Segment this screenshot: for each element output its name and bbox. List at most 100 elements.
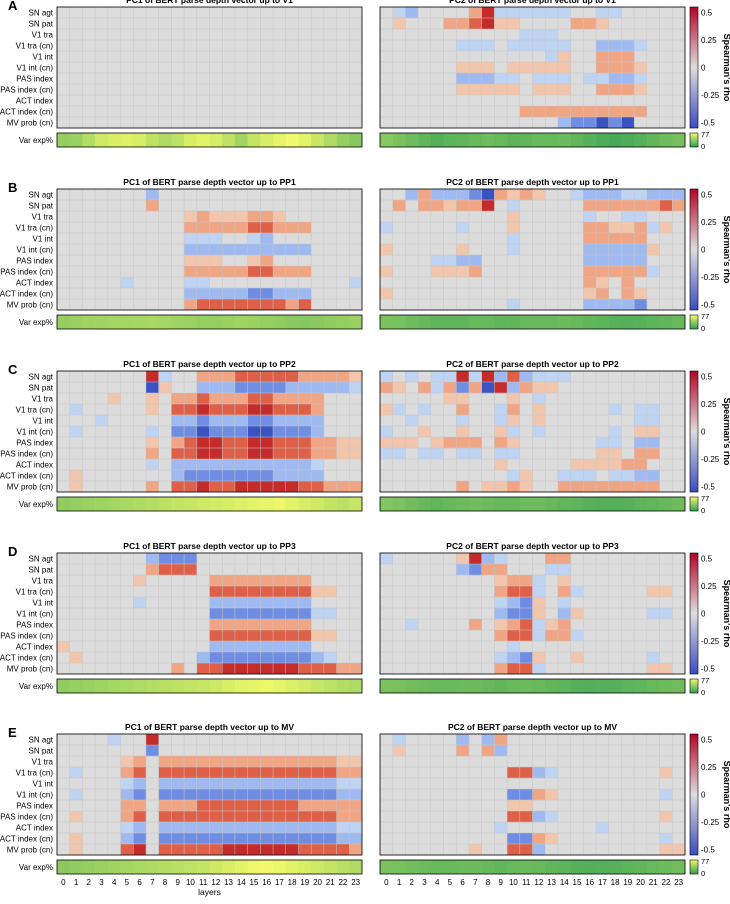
pc2-heatmap: PC2 of BERT parse depth vector up to PP3 <box>379 541 686 694</box>
heatmap-cell <box>621 40 635 52</box>
heatmap-cell <box>507 211 520 223</box>
var-cell <box>323 679 337 693</box>
heatmap-cell <box>196 404 210 416</box>
var-cell <box>311 860 325 874</box>
heatmap-cell <box>532 586 546 598</box>
heatmap-cell <box>557 630 571 642</box>
x-tick: 8 <box>486 878 491 887</box>
heatmap-cell <box>234 288 248 300</box>
colorbar-tick: -0.5 <box>701 846 715 855</box>
heatmap-cell <box>323 608 337 620</box>
heatmap-cell <box>158 371 172 383</box>
x-tick: 1 <box>74 878 79 887</box>
heatmap-cell <box>494 404 508 416</box>
heatmap-cell <box>209 266 223 278</box>
heatmap-cell <box>260 778 274 790</box>
heatmap-cell <box>349 767 363 779</box>
heatmap-cell <box>634 73 648 85</box>
heatmap-cell <box>443 189 457 201</box>
x-tick: 18 <box>288 878 297 887</box>
var-cell <box>171 315 185 329</box>
heatmap-cell <box>557 106 571 118</box>
heatmap-cell <box>621 255 635 267</box>
heatmap-cell <box>234 652 248 664</box>
heatmap-cell <box>608 117 622 129</box>
heatmap-cell <box>234 833 248 845</box>
heatmap-frame <box>379 552 686 675</box>
var-cell <box>583 679 597 693</box>
heatmap-cell <box>222 811 236 823</box>
heatmap-cell <box>171 459 185 471</box>
label-act-index: ACT index <box>16 97 53 106</box>
heatmap-cell <box>273 619 286 631</box>
heatmap-cell <box>171 564 185 576</box>
heatmap-cell <box>583 255 597 267</box>
heatmap-cell <box>247 382 261 394</box>
heatmap-cell <box>456 393 470 405</box>
heatmap-cell <box>273 630 286 642</box>
heatmap-cell <box>596 448 609 460</box>
heatmap-cell <box>298 222 312 234</box>
heatmap-cell <box>634 404 648 416</box>
label-sn-agt: SN agt <box>29 9 54 18</box>
var-cell <box>380 497 394 511</box>
heatmap-cell <box>380 404 393 416</box>
var-cell <box>596 679 610 693</box>
heatmap-cell <box>158 564 172 576</box>
heatmap-cell <box>196 663 210 675</box>
label-act-index-cn: ACT index (cn) <box>0 108 53 117</box>
heatmap-cell <box>405 619 419 631</box>
heatmap-cell <box>532 393 546 405</box>
heatmap-cell <box>392 382 406 394</box>
var-cell <box>171 679 185 693</box>
var-cell <box>621 315 635 329</box>
var-cell <box>468 497 482 511</box>
var-cell <box>260 315 274 329</box>
heatmap-cell <box>634 415 648 427</box>
panel-letter: D <box>8 544 17 559</box>
heatmap-cell <box>145 448 159 460</box>
x-tick: 5 <box>125 878 130 887</box>
heatmap-cell <box>557 40 571 52</box>
var-cell <box>532 133 546 147</box>
x-tick: 3 <box>422 878 427 887</box>
heatmap-cell <box>273 833 286 845</box>
heatmap-cell <box>494 73 508 85</box>
heatmap-cell <box>285 800 299 812</box>
heatmap-cell <box>209 833 223 845</box>
heatmap-cell <box>456 426 470 438</box>
heatmap-cell <box>507 448 520 460</box>
var-cell <box>133 497 147 511</box>
label-pas-index-cn: PAS index (cn) <box>0 450 53 459</box>
heatmap-cell <box>273 767 286 779</box>
heatmap-cell <box>171 393 185 405</box>
heatmap-cell <box>583 470 597 482</box>
heatmap-cell <box>273 844 286 856</box>
heatmap-cell <box>247 641 261 653</box>
heatmap-cell <box>519 106 533 118</box>
label-v1-int: V1 int <box>33 53 54 62</box>
heatmap-cell <box>234 630 248 642</box>
var-cell <box>570 315 584 329</box>
label-v1-int: V1 int <box>33 417 54 426</box>
heatmap-cell <box>621 288 635 300</box>
x-tick: 23 <box>351 878 360 887</box>
var-cell <box>545 133 559 147</box>
heatmap-cell <box>392 404 406 416</box>
heatmap-cell <box>133 800 147 812</box>
heatmap-cell <box>209 778 223 790</box>
heatmap-cell <box>285 597 299 609</box>
heatmap-cell <box>196 393 210 405</box>
heatmap-cell <box>234 822 248 834</box>
heatmap-cell <box>349 371 363 383</box>
x-tick: 10 <box>509 878 518 887</box>
var-cell <box>481 860 495 874</box>
var-cell <box>247 315 261 329</box>
heatmap-cell <box>481 62 495 74</box>
heatmap-cell <box>260 833 274 845</box>
var-cell <box>545 679 559 693</box>
heatmap-cell <box>494 437 508 449</box>
heatmap-cell <box>196 233 210 245</box>
heatmap-cell <box>158 778 172 790</box>
heatmap-cell <box>298 299 312 311</box>
